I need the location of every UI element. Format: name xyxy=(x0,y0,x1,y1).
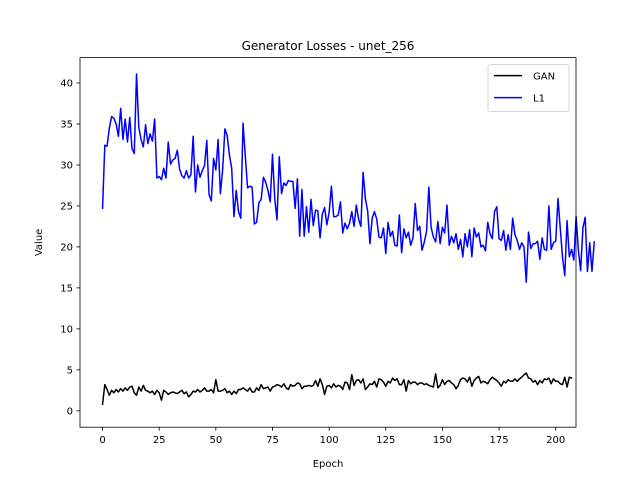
y-tick-label: 30 xyxy=(60,161,73,172)
y-tick-label: 10 xyxy=(60,324,73,335)
y-tick-label: 40 xyxy=(60,79,73,90)
series-line-l1 xyxy=(101,73,596,283)
series-line-gan xyxy=(101,372,573,406)
legend: GAN L1 xyxy=(487,64,570,112)
x-tick-label: 25 xyxy=(153,435,166,446)
y-tick-label: 15 xyxy=(60,283,73,294)
y-tick-label: 0 xyxy=(67,406,73,417)
y-axis-ticks: 0 5 10 15 20 25 30 35 40 xyxy=(60,79,80,417)
x-tick-label: 175 xyxy=(490,435,509,446)
x-axis-label: Epoch xyxy=(313,459,344,470)
plot-frame xyxy=(79,57,577,428)
y-tick-label: 5 xyxy=(67,365,73,376)
x-tick-label: 0 xyxy=(99,435,105,446)
y-tick-label: 35 xyxy=(60,120,73,131)
legend-label-l1: L1 xyxy=(533,94,545,105)
y-tick-label: 20 xyxy=(60,243,73,254)
legend-box xyxy=(487,64,570,112)
x-tick-label: 200 xyxy=(546,435,565,446)
chart-title: Generator Losses - unet_256 xyxy=(242,39,415,53)
x-tick-label: 125 xyxy=(376,435,395,446)
x-tick-label: 150 xyxy=(433,435,452,446)
x-axis-ticks: 0 25 50 75 100 125 150 175 200 xyxy=(99,427,565,446)
x-tick-label: 75 xyxy=(266,435,279,446)
plot-lines xyxy=(101,73,596,406)
y-axis-label: Value xyxy=(34,229,45,256)
x-tick-label: 50 xyxy=(209,435,222,446)
legend-label-gan: GAN xyxy=(533,72,555,83)
y-tick-label: 25 xyxy=(60,202,73,213)
x-tick-label: 100 xyxy=(320,435,339,446)
